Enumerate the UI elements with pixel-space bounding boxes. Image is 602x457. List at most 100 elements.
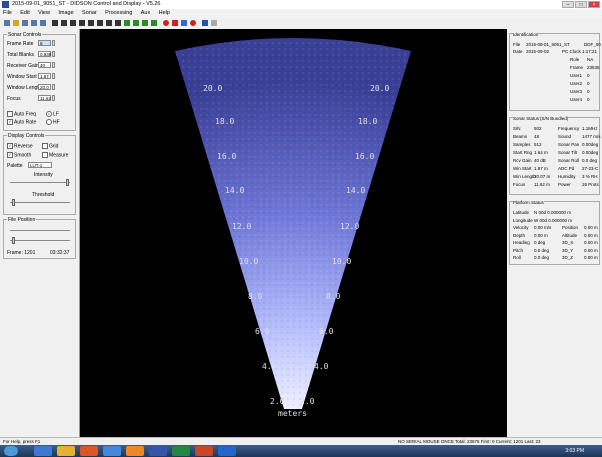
open-icon[interactable] [13, 20, 19, 26]
snapshot-icon[interactable] [202, 20, 208, 26]
taskbar-didson-icon[interactable] [218, 446, 236, 456]
new-icon[interactable] [4, 20, 10, 26]
window-controls: – □ × [561, 1, 600, 8]
sonar-controls-title: Sonar Controls [7, 32, 43, 38]
taskbar-word-icon[interactable] [149, 446, 167, 456]
end-icon[interactable] [151, 20, 157, 26]
marker-icon[interactable] [181, 20, 187, 26]
sonar-fan-image [175, 38, 411, 409]
sonar-status-cell: Win Length [513, 174, 536, 179]
menu-edit[interactable]: Edit [20, 10, 30, 16]
pause-icon[interactable] [97, 20, 103, 26]
sonar-status-cell: 0.00deg [582, 150, 599, 155]
platform-status-cell: W 00d 0.000000 m [534, 217, 573, 223]
previous-icon[interactable] [79, 20, 85, 26]
total-blanks-spinner[interactable] [52, 51, 55, 57]
total-blanks-input[interactable]: 0.838 [38, 51, 52, 57]
play-icon[interactable] [124, 20, 130, 26]
menu-aux[interactable]: Aux [140, 10, 151, 16]
taskbar-explorer-icon[interactable] [57, 446, 75, 456]
menu-file[interactable]: File [3, 10, 12, 16]
menu-help[interactable]: Help [158, 10, 170, 16]
platform-status-cell: Velocity [513, 225, 529, 230]
frame-rate-input[interactable]: 8 [38, 40, 51, 46]
taskbar-ie-icon[interactable] [34, 446, 52, 456]
user4-label: User4 [570, 97, 583, 102]
sonar-status-cell: 1.87 m [534, 166, 548, 171]
grid-checkbox[interactable]: Grid [42, 143, 58, 149]
maximize-button[interactable]: □ [575, 1, 587, 8]
window-start-label: Window Start [7, 74, 37, 80]
print-icon[interactable] [31, 20, 37, 26]
file-position-track-top [10, 230, 70, 231]
auto-rate-checkbox[interactable]: ✓ Auto Rate [7, 119, 37, 126]
status-frame-info: NO SERIAL MOUSE ONCE Total: 23675 First:… [398, 439, 541, 444]
sonar-status-cell: 502 [534, 126, 542, 131]
user3-value: 0 [587, 89, 590, 94]
focus-input[interactable]: 11.62 [38, 95, 51, 101]
file-position-slider[interactable] [12, 237, 15, 244]
menu-view[interactable]: View [38, 10, 50, 16]
start-button[interactable] [4, 446, 18, 456]
next-icon[interactable] [106, 20, 112, 26]
platform-status-cell: 3D_Z [562, 255, 574, 260]
taskbar-media-icon[interactable] [80, 446, 98, 456]
intensity-slider[interactable] [66, 179, 69, 186]
platform-status-cell: 3D_X [562, 240, 574, 245]
platform-status-cell: Latitude [513, 210, 530, 215]
platform-status-cell: Longitude [513, 217, 533, 223]
window-length-input[interactable]: 20.0 [38, 84, 51, 90]
auto-freq-checkbox[interactable]: Auto Freq [7, 111, 36, 117]
menu-sonar[interactable]: Sonar [82, 10, 97, 16]
loop-icon[interactable] [142, 20, 148, 26]
taskbar-app-icon-1[interactable] [103, 446, 121, 456]
menu-processing[interactable]: Processing [105, 10, 133, 16]
close-button[interactable]: × [588, 1, 600, 8]
grid-icon[interactable] [211, 20, 217, 26]
range-label-left-14: 14.0 [225, 186, 245, 195]
save-icon[interactable] [22, 20, 28, 26]
window-start-spinner[interactable] [52, 73, 55, 79]
display-controls-group: Display Controls ✓ Reverse Grid ✓ Smooth M… [3, 133, 76, 215]
record-icon[interactable] [163, 20, 169, 26]
range-label-right-14: 14.0 [346, 186, 366, 195]
smooth-checkbox[interactable]: ✓ Smooth [7, 152, 32, 159]
taskbar-excel-icon[interactable] [172, 446, 190, 456]
hf-radio[interactable]: HF [46, 119, 60, 125]
receiver-gain-spinner[interactable] [52, 62, 55, 68]
range-label-right-8: 8.0 [326, 292, 341, 301]
palette-select[interactable]: LUT-1 [28, 162, 52, 168]
threshold-slider[interactable] [12, 199, 15, 206]
minimize-button[interactable]: – [562, 1, 574, 8]
frame-rate-spinner[interactable] [52, 40, 55, 46]
capture-icon[interactable] [190, 20, 196, 26]
platform-status-cell: 0.00 m [534, 232, 548, 238]
receiver-gain-input[interactable]: 40 [38, 62, 51, 68]
lf-radio[interactable]: • LF [46, 111, 59, 117]
menu-image[interactable]: Image [58, 10, 74, 16]
measure-checkbox[interactable]: Measure [42, 152, 68, 158]
window-start-input[interactable]: 1.87 [38, 73, 51, 79]
rewind-icon[interactable] [61, 20, 67, 26]
fast-forward-icon[interactable] [115, 20, 121, 26]
sonar-status-cell: 1477 m/s [582, 134, 601, 139]
taskbar-powerpoint-icon[interactable] [195, 446, 213, 456]
stop-icon[interactable] [88, 20, 94, 26]
range-label-left-16: 16.0 [217, 152, 237, 161]
reverse-checkbox[interactable]: ✓ Reverse [7, 143, 33, 150]
range-label-right-6: 6.0 [319, 327, 334, 336]
play-forward-icon[interactable] [133, 20, 139, 26]
step-back-icon[interactable] [70, 20, 76, 26]
taskbar-app-icon-2[interactable] [126, 446, 144, 456]
record-stop-icon[interactable] [172, 20, 178, 26]
focus-spinner[interactable] [52, 95, 55, 101]
window-length-spinner[interactable] [52, 84, 55, 90]
sonar-status-cell: Power [558, 182, 571, 187]
help-icon[interactable] [40, 20, 46, 26]
range-label-left-18: 18.0 [215, 117, 235, 126]
sonar-status-cell: Win Start [513, 166, 532, 171]
frame-counter: Frame: 1201 [7, 250, 36, 256]
sonar-image-view[interactable]: 20.0 20.0 18.0 18.0 16.0 16.0 14.0 14.0 … [80, 29, 507, 437]
pc-clock-value: 1:17:21 [582, 49, 598, 54]
play-back-icon[interactable] [52, 20, 58, 26]
